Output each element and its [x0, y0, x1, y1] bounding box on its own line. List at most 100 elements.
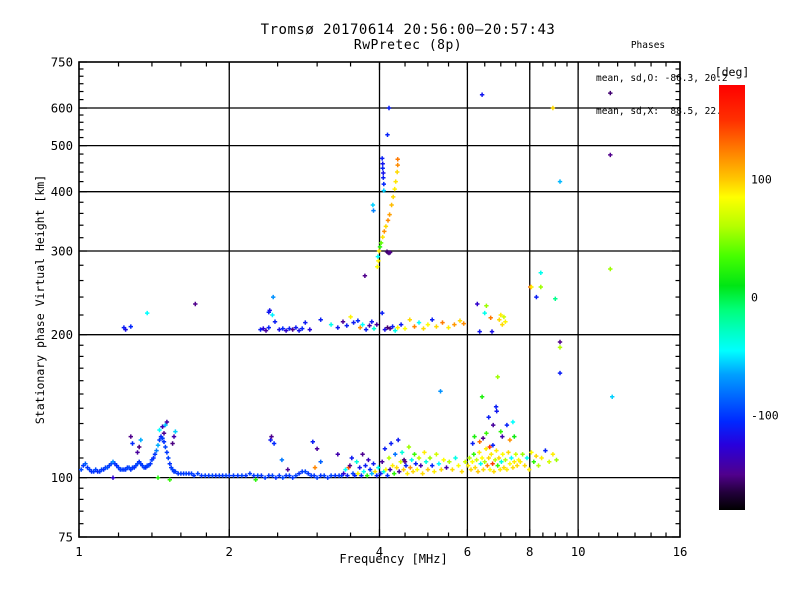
- data-point: [371, 461, 376, 466]
- data-point: [486, 455, 491, 461]
- data-point: [395, 157, 400, 162]
- data-point: [383, 224, 389, 229]
- data-point: [440, 320, 445, 325]
- x-tick-label: 6: [464, 545, 471, 559]
- data-point: [173, 429, 178, 434]
- data-point: [498, 312, 503, 318]
- data-point: [371, 326, 377, 331]
- data-point: [253, 477, 258, 482]
- data-point: [145, 310, 150, 316]
- data-point: [386, 455, 392, 461]
- data-point: [488, 315, 493, 320]
- data-point: [387, 326, 393, 331]
- data-point: [506, 450, 511, 455]
- data-point: [479, 455, 485, 461]
- data-point: [280, 326, 285, 331]
- data-point: [396, 437, 401, 443]
- data-point: [496, 455, 502, 461]
- data-point: [438, 389, 443, 394]
- data-point: [79, 467, 84, 472]
- data-point: [363, 463, 368, 468]
- data-point: [263, 328, 269, 333]
- data-point: [258, 327, 263, 332]
- data-point: [312, 473, 317, 478]
- data-point: [494, 409, 499, 414]
- data-point: [388, 441, 394, 446]
- data-point: [290, 475, 295, 480]
- data-point: [395, 169, 400, 175]
- data-point: [472, 434, 477, 439]
- data-point: [357, 465, 362, 470]
- y-tick-label: 100: [51, 471, 73, 485]
- data-point: [446, 325, 451, 330]
- data-point: [381, 188, 386, 193]
- data-point: [387, 467, 393, 472]
- data-point: [318, 459, 323, 464]
- data-point: [163, 444, 168, 450]
- data-point: [277, 327, 282, 332]
- data-point: [408, 465, 413, 470]
- data-point: [512, 434, 517, 439]
- y-tick-label: 300: [51, 245, 73, 259]
- data-point: [463, 459, 468, 464]
- data-point: [341, 471, 346, 476]
- data-point: [322, 473, 327, 478]
- data-point: [504, 467, 510, 472]
- data-point: [481, 467, 486, 472]
- data-point: [507, 461, 513, 466]
- y-tick-label: 500: [51, 139, 73, 153]
- data-point: [381, 181, 386, 187]
- data-point: [487, 467, 493, 472]
- data-point: [413, 461, 418, 466]
- data-point: [406, 444, 412, 450]
- data-point: [430, 317, 435, 322]
- data-point: [318, 317, 323, 322]
- axis-ticks: [78, 61, 681, 538]
- data-point: [351, 320, 356, 325]
- data-point: [461, 321, 466, 326]
- data-point: [380, 459, 385, 464]
- data-point: [392, 471, 397, 476]
- data-point: [189, 471, 194, 476]
- data-point: [307, 327, 312, 332]
- data-point: [513, 452, 518, 457]
- data-point: [391, 194, 396, 200]
- data-point: [465, 463, 471, 468]
- data-point: [402, 326, 408, 331]
- data-point: [407, 317, 412, 322]
- data-point: [385, 473, 390, 478]
- data-point: [479, 92, 485, 97]
- data-point: [247, 471, 253, 476]
- data-point: [467, 455, 472, 461]
- data-point: [470, 441, 475, 446]
- y-tick-label: 75: [58, 531, 73, 545]
- data-point: [268, 437, 273, 443]
- data-point: [163, 422, 168, 428]
- colorbar-unit-label: [deg]: [715, 65, 750, 79]
- data-point: [491, 469, 497, 474]
- data-point: [161, 431, 167, 436]
- data-point: [378, 471, 383, 476]
- data-point: [366, 457, 371, 463]
- data-point: [422, 450, 427, 455]
- data-point: [376, 258, 381, 264]
- data-point: [441, 457, 446, 463]
- data-point: [418, 463, 423, 468]
- data-point: [349, 455, 354, 461]
- data-point: [191, 473, 197, 478]
- data-point: [416, 320, 422, 325]
- data-point: [529, 450, 534, 455]
- data-point: [310, 439, 315, 444]
- data-point: [380, 156, 385, 161]
- data-point: [500, 434, 505, 439]
- data-point: [293, 325, 299, 330]
- data-point: [152, 452, 158, 457]
- data-point: [415, 467, 420, 472]
- data-point: [430, 463, 435, 468]
- data-point: [487, 444, 492, 450]
- y-axis-label: Stationary phase Virtual Height [km]: [33, 175, 47, 424]
- data-point: [167, 477, 172, 482]
- data-point: [394, 465, 399, 470]
- data-point: [271, 294, 276, 300]
- data-point: [557, 179, 563, 184]
